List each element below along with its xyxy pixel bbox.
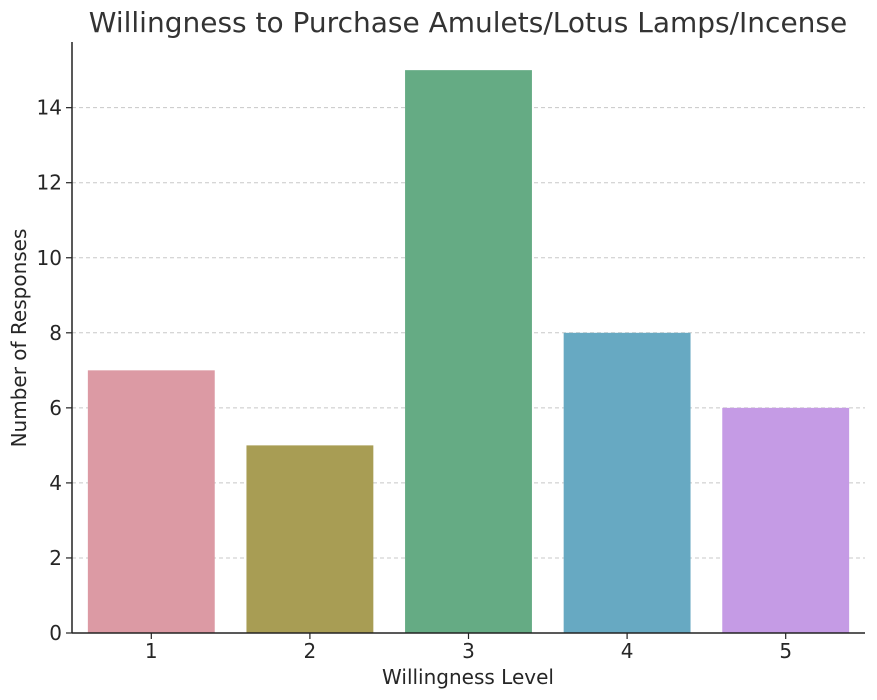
x-axis-label: Willingness Level [382,665,554,689]
bars [87,70,850,633]
bar-4 [563,332,691,633]
y-tick-label-10: 10 [37,246,62,270]
x-tick-label-2: 2 [304,639,317,663]
y-tick-label-8: 8 [49,321,62,345]
bar-5 [722,407,850,633]
x-tick-label-4: 4 [621,639,634,663]
bar-2 [246,445,374,633]
x-tick-label-1: 1 [145,639,158,663]
y-tick-label-14: 14 [37,96,62,120]
y-tick-label-2: 2 [49,546,62,570]
x-axis-ticks: 1 2 3 4 5 [145,633,792,663]
chart-title: Willingness to Purchase Amulets/Lotus La… [89,6,847,39]
y-axis-ticks: 0 2 4 6 8 10 12 14 [37,96,72,645]
x-tick-label-5: 5 [779,639,792,663]
bar-1 [87,370,215,633]
x-tick-label-3: 3 [462,639,475,663]
bar-3 [405,70,532,633]
y-tick-label-4: 4 [49,471,62,495]
y-tick-label-6: 6 [49,396,62,420]
y-tick-label-0: 0 [49,621,62,645]
y-tick-label-12: 12 [37,171,62,195]
y-axis-label: Number of Responses [7,229,31,448]
